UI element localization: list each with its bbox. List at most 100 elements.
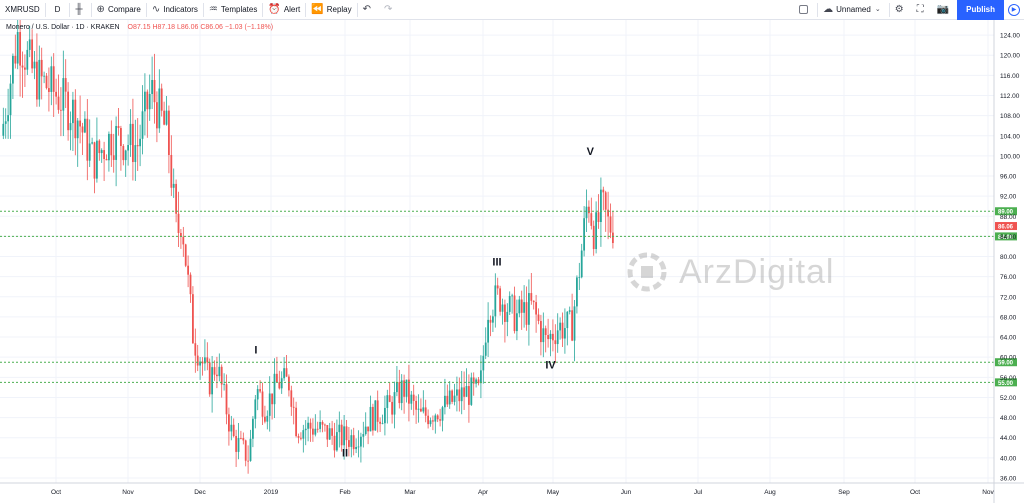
- candle-body: [372, 406, 374, 431]
- toolbar-divider: [44, 2, 46, 17]
- candle-body: [4, 121, 7, 124]
- replay-button[interactable]: ⏪ Replay: [306, 0, 356, 20]
- candle-body: [338, 424, 341, 433]
- templates-button[interactable]: ♒ Templates: [204, 0, 262, 20]
- candle-body: [302, 430, 305, 439]
- camera-icon: 📷: [936, 3, 950, 15]
- candle-body: [516, 313, 518, 332]
- candle-body: [156, 102, 158, 129]
- candle-body: [268, 393, 271, 416]
- candle-body: [427, 415, 430, 425]
- level-price-label: 84.00: [998, 235, 1014, 241]
- candle-body: [456, 389, 458, 396]
- candle-body: [52, 66, 55, 92]
- candle-body: [343, 426, 346, 446]
- candle-body: [254, 399, 257, 419]
- candle-body: [559, 322, 562, 331]
- candle-body: [403, 380, 406, 397]
- legend-title: Monero / U.S. Dollar · 1D · KRAKEN: [6, 24, 120, 31]
- candle-body: [259, 389, 262, 392]
- candle-body: [247, 460, 250, 462]
- candle-body: [523, 302, 526, 313]
- y-tick-label: 96.00: [1000, 174, 1017, 181]
- toolbar-divider: [202, 2, 204, 17]
- y-tick-label: 108.00: [1000, 113, 1020, 120]
- x-tick-label: Jul: [694, 489, 703, 496]
- x-tick-label: Apr: [478, 489, 489, 496]
- layout-menu[interactable]: ☁ Unnamed ⌄: [818, 0, 889, 20]
- y-tick-label: 88.00: [1000, 214, 1017, 221]
- publish-button[interactable]: Publish: [957, 0, 1004, 20]
- candle-body: [458, 389, 461, 402]
- play-button[interactable]: ▶: [1004, 0, 1024, 20]
- candle-body: [170, 154, 173, 188]
- candle-body: [252, 418, 254, 439]
- candle-body: [115, 126, 118, 160]
- candle-body: [283, 368, 286, 379]
- candle-body: [446, 395, 449, 405]
- y-tick-label: 124.00: [1000, 33, 1020, 40]
- candle-body: [398, 382, 401, 404]
- candle-body: [432, 420, 434, 422]
- gear-icon: ⚙: [894, 3, 904, 15]
- y-tick-label: 76.00: [1000, 274, 1017, 281]
- candle-body: [573, 306, 576, 341]
- candle-body: [482, 355, 485, 371]
- watermark: ArzDigital: [627, 252, 834, 292]
- symbol-search[interactable]: XMRUSD: [0, 0, 45, 20]
- level-price-label: 55.00: [998, 381, 1014, 387]
- candle-body: [489, 319, 492, 323]
- y-tick-label: 44.00: [1000, 435, 1017, 442]
- candle-body: [158, 88, 161, 129]
- candle-body: [540, 320, 542, 343]
- candle-body: [477, 379, 480, 384]
- plus-circle-icon: ⊕: [96, 3, 105, 15]
- wave-label: III: [492, 257, 501, 269]
- candle-body: [160, 88, 163, 111]
- candle-body: [132, 123, 134, 163]
- chart-style-button[interactable]: ╫: [70, 0, 90, 20]
- candle-body: [554, 340, 557, 345]
- candle-body: [604, 192, 607, 210]
- candle-body: [235, 435, 238, 452]
- y-tick-label: 56.00: [1000, 375, 1017, 382]
- interval-button[interactable]: D: [46, 0, 70, 20]
- redo-button[interactable]: ↷: [379, 0, 400, 20]
- candle-body: [165, 110, 168, 125]
- candle-body: [576, 277, 578, 307]
- candle-body: [434, 415, 437, 422]
- candle-body: [465, 386, 468, 397]
- watermark-text: ArzDigital: [679, 252, 835, 291]
- candle-body: [103, 150, 106, 160]
- toolbar-right: ☁ Unnamed ⌄ ⚙ ⛶ 📷 Publish ▶: [794, 0, 1024, 20]
- candle-body: [175, 183, 178, 214]
- candle-body: [96, 140, 98, 179]
- toolbar-divider: [356, 2, 358, 17]
- candle-body: [324, 424, 326, 426]
- candle-body: [228, 414, 230, 432]
- candle-body: [105, 159, 108, 161]
- candle-body: [556, 330, 559, 345]
- candle-body: [360, 436, 362, 447]
- candle-body: [348, 440, 350, 447]
- compare-button[interactable]: ⊕ Compare: [92, 0, 146, 20]
- candle-body: [127, 145, 130, 151]
- x-tick-label: Mar: [404, 489, 416, 496]
- candle-body: [451, 390, 454, 402]
- multi-chart-toggle[interactable]: [794, 0, 817, 20]
- indicators-button[interactable]: ∿ Indicators: [147, 0, 203, 20]
- undo-button[interactable]: ↶: [358, 0, 379, 20]
- candle-body: [16, 32, 19, 64]
- fullscreen-button[interactable]: ⛶: [912, 0, 932, 20]
- alert-button[interactable]: ⏰ Alert: [263, 0, 305, 20]
- y-tick-label: 104.00: [1000, 133, 1020, 140]
- settings-button[interactable]: ⚙: [890, 0, 912, 20]
- candle-body: [468, 386, 470, 405]
- candle-body: [43, 75, 46, 77]
- candle-body: [148, 93, 151, 110]
- snapshot-button[interactable]: 📷: [932, 0, 957, 20]
- indicators-label: Indicators: [163, 5, 198, 14]
- candle-body: [19, 32, 22, 66]
